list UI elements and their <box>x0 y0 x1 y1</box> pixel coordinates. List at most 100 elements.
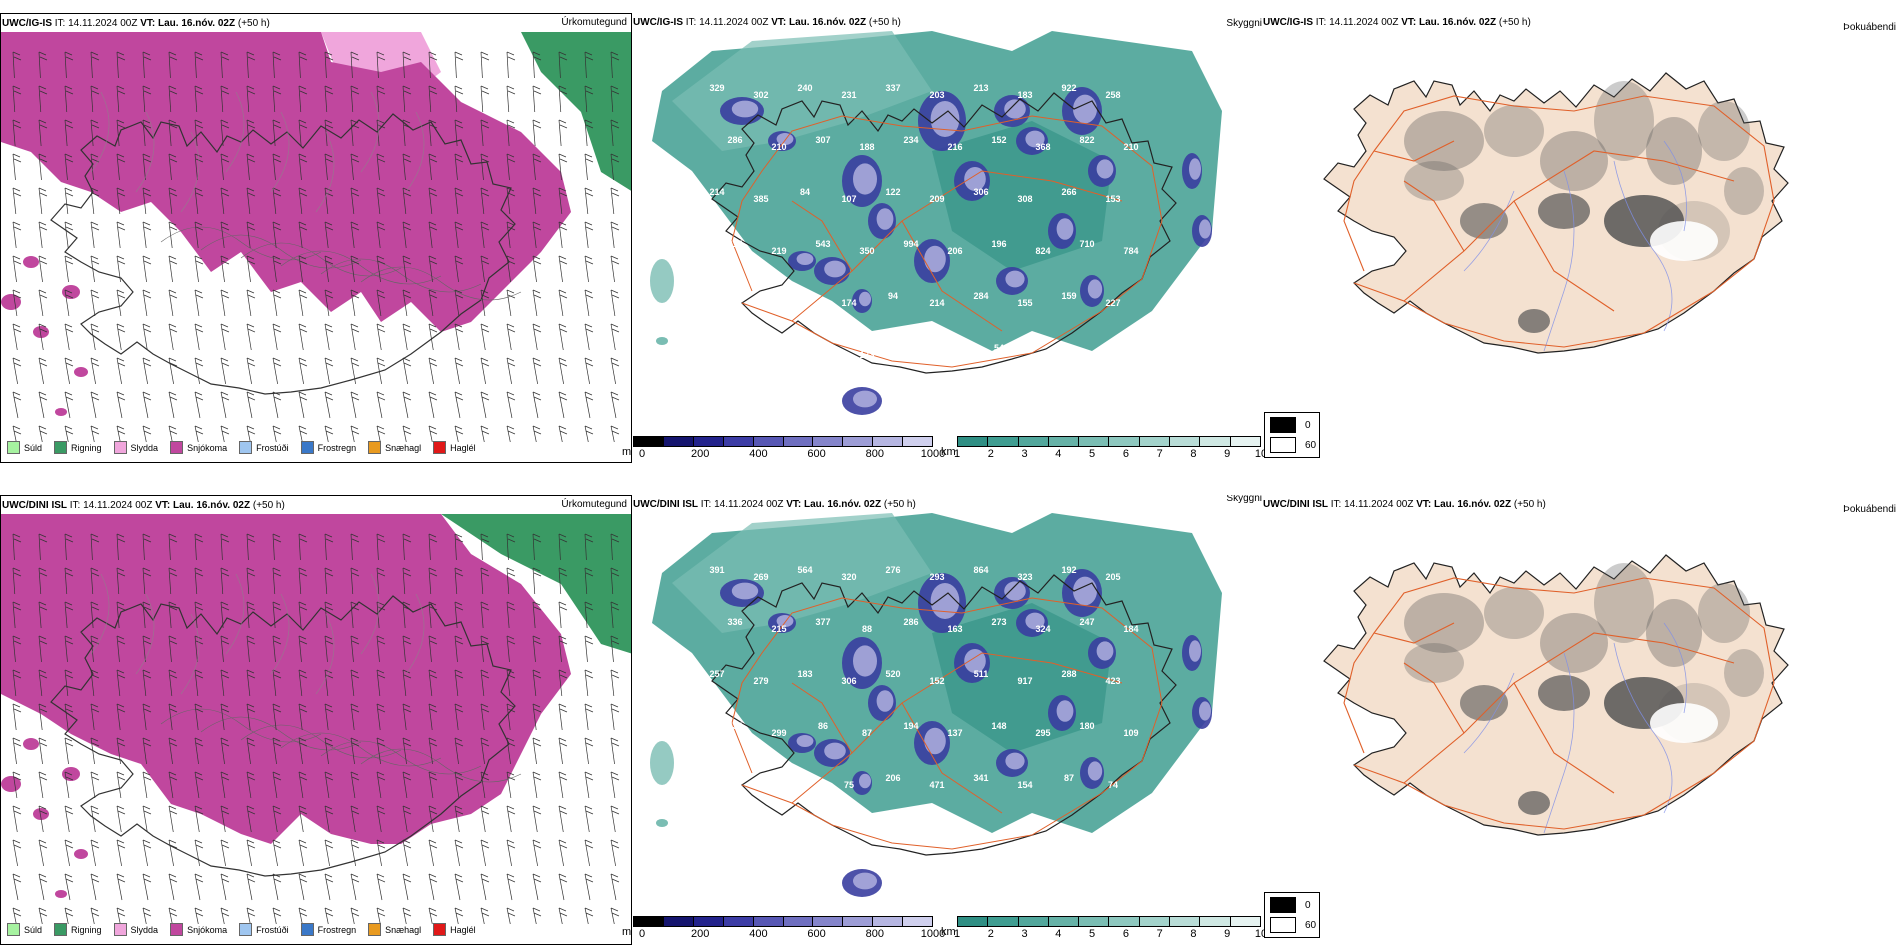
legend-swatch <box>433 441 447 454</box>
cloudbase-panel-top: UWC/IG-IS IT: 14.11.2024 00Z VT: Lau. 16… <box>632 13 1262 463</box>
cloudbase-label: 54 <box>994 343 1004 353</box>
legend-label: Súld <box>24 442 43 453</box>
legend-swatch <box>54 923 68 936</box>
legend-item: Rigning <box>54 441 102 454</box>
cloudbase-label: 320 <box>841 572 856 582</box>
cloudbase-label: 163 <box>947 624 962 634</box>
cloudbase-label: 152 <box>991 135 1006 145</box>
legend-label: Snæhagl <box>385 442 422 453</box>
cloudbase-label: 213 <box>973 83 988 93</box>
cloudbase-label: 187 <box>709 291 724 301</box>
precip-panel-bottom: UWC/DINI ISL IT: 14.11.2024 00Z VT: Lau.… <box>0 495 632 945</box>
scale-tick: 3 <box>1021 448 1028 460</box>
cloudbase-label: 922 <box>1061 83 1076 93</box>
scale-tick: 800 <box>865 928 884 940</box>
fog-panel-bottom: UWC/DINI ISL IT: 14.11.2024 00Z VT: Lau.… <box>1262 495 1900 945</box>
cloudbase-label: 209 <box>929 194 944 204</box>
visibility-unit: km <box>941 446 956 458</box>
cloudbase-label: 323 <box>1017 572 1032 582</box>
legend-item: Rigning <box>54 923 102 936</box>
scale-tick: 5 <box>1089 448 1096 460</box>
cloudbase-label: 109 <box>1123 728 1138 738</box>
cloudbase-label: 257 <box>709 669 724 679</box>
legend-label: Rigning <box>71 442 102 453</box>
legend-swatch <box>368 441 382 454</box>
cloudbase-label: 423 <box>1105 676 1120 686</box>
cloudbase-label: 194 <box>903 721 918 731</box>
cloudbase-label: 155 <box>1017 298 1032 308</box>
legend-label: Frostúði <box>256 442 289 453</box>
legend-label: Frostúði <box>256 924 289 935</box>
visibility-title: Skyggni <box>1226 18 1262 29</box>
cloudbase-label: 288 <box>1061 669 1076 679</box>
cloudbase-label: 336 <box>727 617 742 627</box>
cloudbase-label: 183 <box>797 669 812 679</box>
panel-header: UWC/IG-IS IT: 14.11.2024 00Z VT: Lau. 16… <box>2 18 270 29</box>
cloudbase-label: 205 <box>797 291 812 301</box>
cloudbase-unit: m <box>622 446 632 458</box>
legend-label: Haglél <box>450 924 476 935</box>
cloudbase-label: 87 <box>862 728 872 738</box>
cloudbase-label: 511 <box>974 669 989 679</box>
precip-legend: Súld Rigning Slydda Snjókoma Frostúði Frostre… <box>7 441 476 454</box>
cloudbase-label: 279 <box>753 676 768 686</box>
cloudbase-label: 864 <box>973 565 988 575</box>
cloudbase-label: 152 <box>929 676 944 686</box>
cloudbase-label: 276 <box>885 565 900 575</box>
cloudbase-label: 368 <box>1035 142 1050 152</box>
cloudbase-label: 329 <box>709 83 724 93</box>
scale-tick: 600 <box>807 928 826 940</box>
legend-item: Frostúði <box>239 923 289 936</box>
cloudbase-label: 385 <box>753 194 768 204</box>
scale-tick: 200 <box>691 928 710 940</box>
cloudbase-label: 86 <box>818 721 828 731</box>
scale-tick: 5 <box>1089 928 1096 940</box>
cloudbase-label: 284 <box>973 291 988 301</box>
legend-swatch <box>433 923 447 936</box>
cloudbase-label: 153 <box>1105 194 1120 204</box>
visibility-scale-bottom: 1 2 3 4 5 6 7 8 9 10 km <box>941 916 1267 941</box>
cloudbase-label: 74 <box>1108 780 1118 790</box>
cloudbase-label: 917 <box>1017 676 1032 686</box>
scale-tick: 8 <box>1190 928 1197 940</box>
cloudbase-label: 214 <box>709 187 724 197</box>
cloudbase-label: 822 <box>1079 135 1094 145</box>
cloudbase-scale-top: 0 200 400 600 800 1000 m <box>622 436 945 461</box>
legend-swatch <box>368 923 382 936</box>
legend-label: Súld <box>24 924 43 935</box>
cloudbase-label: 295 <box>1035 728 1050 738</box>
cloudbase-label: 183 <box>1017 90 1032 100</box>
legend-item: Frostúði <box>239 441 289 454</box>
legend-swatch <box>113 923 127 936</box>
cloudbase-label: 266 <box>1061 187 1076 197</box>
fog-title: Þokuábendi <box>1843 22 1896 33</box>
cloudbase-label: 299 <box>771 728 786 738</box>
legend-item: Súld <box>7 923 42 936</box>
cloudbase-label: 273 <box>991 617 1006 627</box>
precip-legend: Súld Rigning Slydda Snjókoma Frostúði Frostre… <box>7 923 476 936</box>
scale-tick: 1 <box>953 448 961 460</box>
cloudbase-label: 543 <box>815 239 830 249</box>
cloudbase-label: 206 <box>885 773 900 783</box>
cloudbase-label: 214 <box>929 298 944 308</box>
legend-swatch <box>7 441 20 454</box>
cloudbase-label: 148 <box>991 721 1006 731</box>
cloudbase-label: 227 <box>1105 298 1120 308</box>
cloudbase-label: 75 <box>844 780 854 790</box>
cloudbase-label: 234 <box>903 135 918 145</box>
precip-title: Úrkomutegund <box>561 499 627 510</box>
legend-swatch <box>239 441 253 454</box>
cloudbase-label: 122 <box>885 187 900 197</box>
cloudbase-label: 710 <box>1079 239 1094 249</box>
cloudbase-label: 240 <box>797 83 812 93</box>
cloudbase-label: 215 <box>771 624 786 634</box>
scale-tick: 0 <box>638 928 646 940</box>
fog-indicator-map <box>1262 31 1900 441</box>
legend-item: Frostregn <box>300 441 356 454</box>
cloudbase-label: 324 <box>1035 624 1050 634</box>
scale-tick: 6 <box>1122 928 1129 940</box>
cloudbase-label: 163 <box>753 298 768 308</box>
scale-tick: 8 <box>1190 448 1197 460</box>
cloudbase-label: 247 <box>1079 617 1094 627</box>
legend-item: Súld <box>7 441 42 454</box>
